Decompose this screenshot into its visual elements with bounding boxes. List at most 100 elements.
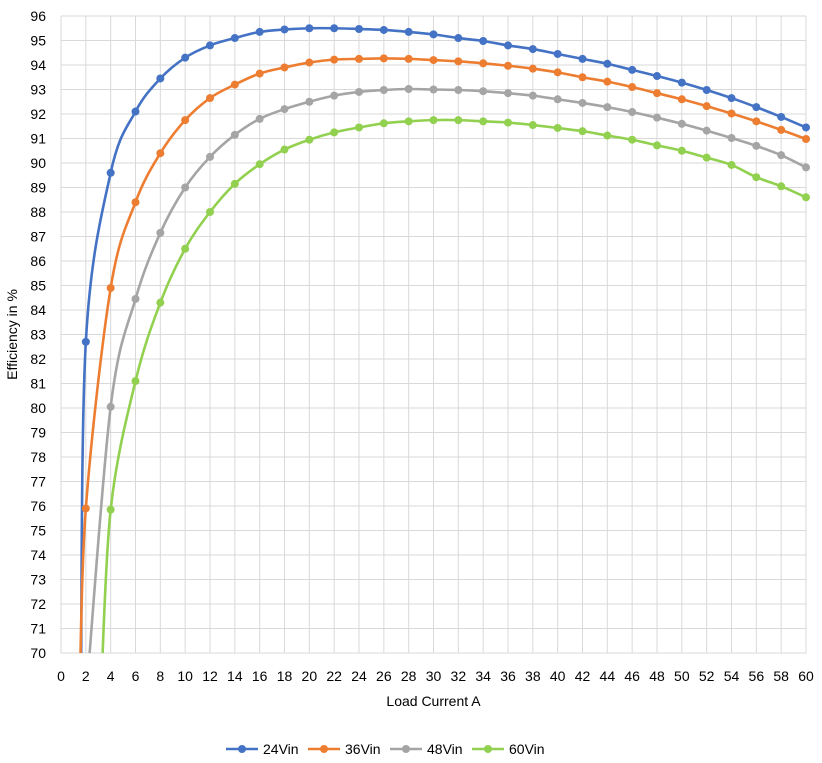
x-tick-label: 52 (699, 668, 715, 684)
data-point (156, 149, 165, 158)
legend-item: 48Vin (390, 741, 463, 757)
x-tick-label: 18 (277, 668, 293, 684)
series-60Vin (101, 116, 810, 653)
data-point (106, 168, 115, 177)
data-point (181, 53, 190, 62)
data-point (429, 56, 438, 65)
data-point (777, 182, 786, 191)
x-tick-label: 38 (525, 668, 541, 684)
data-point (752, 103, 761, 112)
data-point (504, 41, 512, 50)
data-point (553, 123, 562, 132)
y-tick-label: 72 (30, 596, 46, 612)
data-point (677, 146, 686, 155)
x-tick-label: 16 (252, 668, 268, 684)
data-point (578, 127, 587, 136)
series-36Vin (79, 54, 810, 653)
y-tick-label: 95 (30, 33, 46, 49)
data-point (504, 89, 512, 98)
x-tick-label: 60 (798, 668, 814, 684)
x-tick-label: 12 (202, 668, 218, 684)
data-point (181, 183, 190, 192)
data-point (305, 97, 314, 106)
data-point (404, 54, 413, 63)
data-point (230, 130, 239, 139)
y-tick-label: 92 (30, 106, 46, 122)
data-point (230, 34, 239, 43)
data-point (355, 54, 363, 63)
data-point (802, 163, 810, 172)
data-point (677, 95, 686, 104)
legend-swatch-marker (484, 745, 492, 753)
x-tick-label: 4 (107, 668, 115, 684)
data-point (379, 25, 388, 34)
y-tick-label: 83 (30, 327, 46, 343)
x-tick-label: 28 (401, 668, 417, 684)
x-tick-label: 0 (57, 668, 65, 684)
data-point (255, 69, 264, 78)
x-tick-label: 50 (674, 668, 690, 684)
y-tick-label: 90 (30, 155, 46, 171)
data-point (752, 173, 761, 182)
series-line (101, 118, 807, 653)
x-tick-label: 44 (600, 668, 616, 684)
data-point (330, 55, 339, 64)
data-point (553, 95, 562, 104)
data-point (255, 160, 264, 169)
data-point (677, 119, 686, 128)
legend-item: 36Vin (308, 741, 381, 757)
data-point (429, 30, 438, 39)
data-point (131, 377, 140, 386)
data-point (504, 118, 512, 127)
data-point (702, 126, 711, 135)
x-tick-label: 6 (132, 668, 140, 684)
legend-item: 24Vin (226, 741, 299, 757)
legend-swatch-marker (402, 745, 410, 753)
data-point (355, 87, 363, 96)
data-point (156, 74, 165, 83)
x-tick-label: 32 (451, 668, 467, 684)
x-tick-label: 22 (326, 668, 342, 684)
data-point (578, 98, 587, 107)
y-tick-label: 87 (30, 229, 46, 245)
data-point (578, 54, 587, 63)
y-axis-title: Efficiency in % (4, 289, 20, 380)
y-tick-label: 96 (30, 8, 46, 24)
data-point (653, 72, 661, 81)
data-point (603, 77, 612, 86)
data-point (379, 54, 388, 63)
data-point (528, 45, 537, 54)
data-point (727, 134, 736, 143)
x-tick-label: 56 (749, 668, 765, 684)
data-point (280, 145, 289, 154)
data-point (131, 294, 140, 303)
series-48Vin (88, 85, 810, 653)
y-tick-label: 76 (30, 498, 46, 514)
data-point (181, 244, 190, 253)
data-point (255, 27, 264, 36)
y-tick-label: 82 (30, 351, 46, 367)
data-point (404, 85, 413, 94)
data-point (454, 116, 463, 125)
data-point (653, 113, 661, 122)
y-tick-label: 74 (30, 547, 46, 563)
legend-label: 36Vin (345, 741, 381, 757)
data-point (727, 109, 736, 118)
data-point (106, 505, 115, 514)
y-tick-label: 89 (30, 180, 46, 196)
data-point (206, 152, 214, 161)
data-point (454, 85, 463, 94)
data-point (702, 153, 711, 162)
data-point (355, 123, 363, 132)
data-point (131, 198, 140, 207)
data-point (429, 85, 438, 94)
x-tick-label: 20 (302, 668, 318, 684)
data-point (156, 298, 165, 307)
legend-label: 60Vin (509, 741, 545, 757)
data-point (628, 108, 637, 117)
data-point (330, 128, 339, 137)
y-tick-label: 80 (30, 400, 46, 416)
legend-label: 24Vin (263, 741, 299, 757)
y-tick-label: 88 (30, 204, 46, 220)
